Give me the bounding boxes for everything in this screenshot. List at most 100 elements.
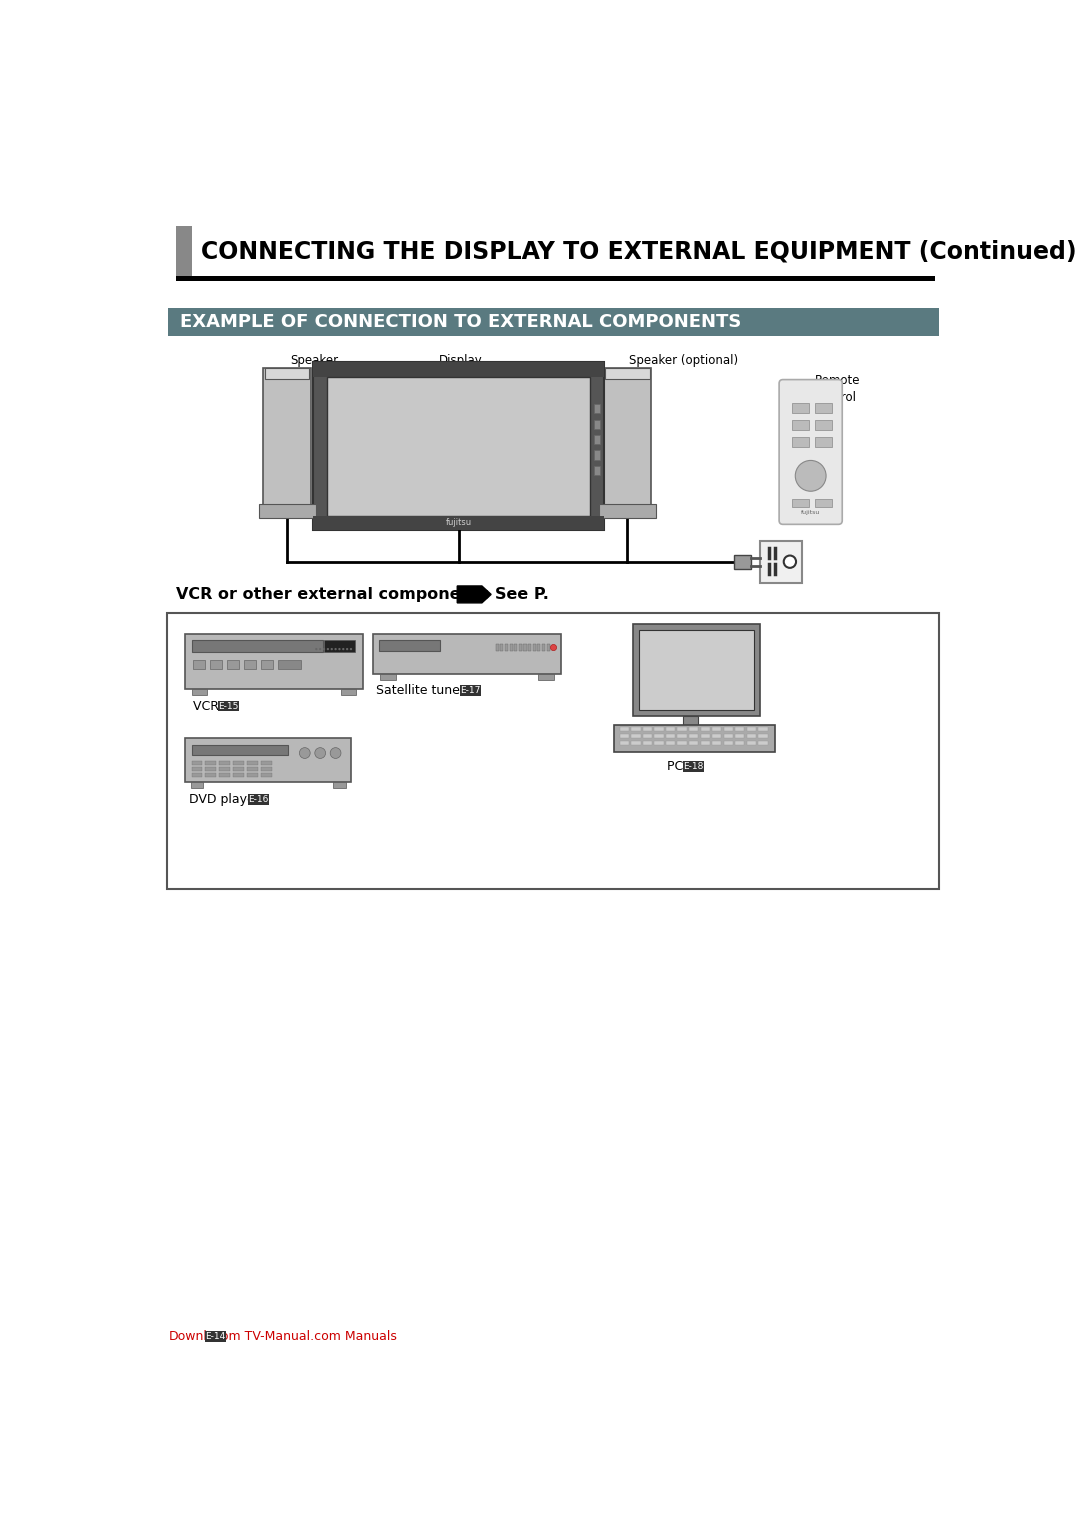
Bar — [247, 794, 269, 805]
Bar — [746, 734, 756, 739]
Bar — [538, 673, 554, 680]
Bar — [701, 727, 710, 731]
Bar — [758, 734, 768, 739]
Bar — [500, 644, 503, 651]
Bar — [594, 450, 599, 460]
Bar — [514, 644, 517, 651]
Circle shape — [346, 647, 348, 651]
Bar — [815, 499, 833, 507]
Bar — [724, 741, 733, 745]
Bar — [460, 686, 481, 696]
Bar — [233, 773, 244, 777]
Bar — [518, 644, 522, 651]
Bar — [683, 760, 704, 771]
Bar — [639, 629, 754, 710]
Bar — [191, 640, 323, 652]
Polygon shape — [457, 586, 491, 603]
Bar — [379, 640, 441, 651]
Bar — [205, 760, 216, 765]
Bar — [313, 516, 605, 530]
Text: fujitsu: fujitsu — [446, 518, 472, 527]
Circle shape — [551, 644, 556, 651]
Bar — [227, 660, 240, 669]
Circle shape — [338, 647, 340, 651]
Bar — [793, 499, 809, 507]
Text: VCR: VCR — [193, 699, 224, 713]
Bar — [191, 782, 203, 788]
Bar — [666, 727, 675, 731]
Bar — [233, 760, 244, 765]
Bar — [191, 760, 202, 765]
Bar — [633, 623, 760, 716]
Bar — [233, 767, 244, 771]
Circle shape — [323, 647, 325, 651]
Bar — [594, 466, 599, 475]
Text: rom TV-Manual.com Manuals: rom TV-Manual.com Manuals — [216, 1330, 397, 1344]
Bar — [701, 741, 710, 745]
Bar — [191, 773, 202, 777]
Bar — [313, 362, 605, 530]
Bar — [689, 741, 699, 745]
Bar — [683, 716, 699, 725]
Bar — [186, 738, 351, 782]
Bar — [247, 760, 258, 765]
Bar — [758, 741, 768, 745]
Bar — [186, 634, 363, 689]
Bar — [176, 226, 191, 276]
Bar — [620, 741, 629, 745]
Bar — [191, 745, 288, 754]
Bar — [532, 644, 536, 651]
Bar — [599, 504, 656, 518]
Bar — [689, 734, 699, 739]
Bar — [815, 403, 833, 414]
Bar — [528, 644, 531, 651]
Bar — [654, 734, 663, 739]
Circle shape — [315, 647, 318, 651]
Bar — [734, 556, 752, 570]
Circle shape — [784, 556, 796, 568]
Bar — [373, 634, 562, 673]
Text: Remote
control: Remote control — [815, 374, 861, 405]
Bar — [815, 420, 833, 431]
Circle shape — [319, 647, 322, 651]
Circle shape — [330, 748, 341, 759]
Text: Downlo: Downlo — [168, 1330, 215, 1344]
Text: DVD player: DVD player — [189, 793, 265, 806]
Bar — [211, 660, 222, 669]
Bar — [247, 767, 258, 771]
Circle shape — [330, 647, 333, 651]
Bar — [205, 1332, 226, 1342]
Bar — [689, 727, 699, 731]
Bar — [594, 420, 599, 429]
Text: VCR or other external components See P.: VCR or other external components See P. — [176, 586, 549, 602]
Bar — [677, 734, 687, 739]
Circle shape — [795, 461, 826, 492]
Circle shape — [327, 647, 329, 651]
Bar — [746, 741, 756, 745]
Bar — [735, 727, 744, 731]
Text: Satellite tuner: Satellite tuner — [377, 684, 470, 698]
Bar — [620, 727, 629, 731]
Bar — [176, 276, 934, 281]
Bar — [193, 660, 205, 669]
Text: fujitsu: fujitsu — [801, 510, 821, 515]
FancyBboxPatch shape — [779, 380, 842, 524]
Bar — [604, 368, 651, 518]
Bar — [219, 773, 230, 777]
Bar — [265, 368, 309, 379]
Bar — [643, 727, 652, 731]
Bar — [793, 403, 809, 414]
Text: E-17: E-17 — [460, 686, 481, 695]
Circle shape — [342, 647, 345, 651]
Text: E-16: E-16 — [248, 794, 269, 803]
Text: PC: PC — [667, 759, 688, 773]
Bar — [205, 767, 216, 771]
Bar — [538, 644, 540, 651]
Text: CONNECTING THE DISPLAY TO EXTERNAL EQUIPMENT (Continued): CONNECTING THE DISPLAY TO EXTERNAL EQUIP… — [201, 240, 1077, 263]
Bar — [643, 741, 652, 745]
Bar — [724, 727, 733, 731]
Bar — [724, 734, 733, 739]
Text: E-14: E-14 — [205, 1332, 226, 1341]
Bar — [594, 435, 599, 444]
Bar — [510, 644, 513, 651]
